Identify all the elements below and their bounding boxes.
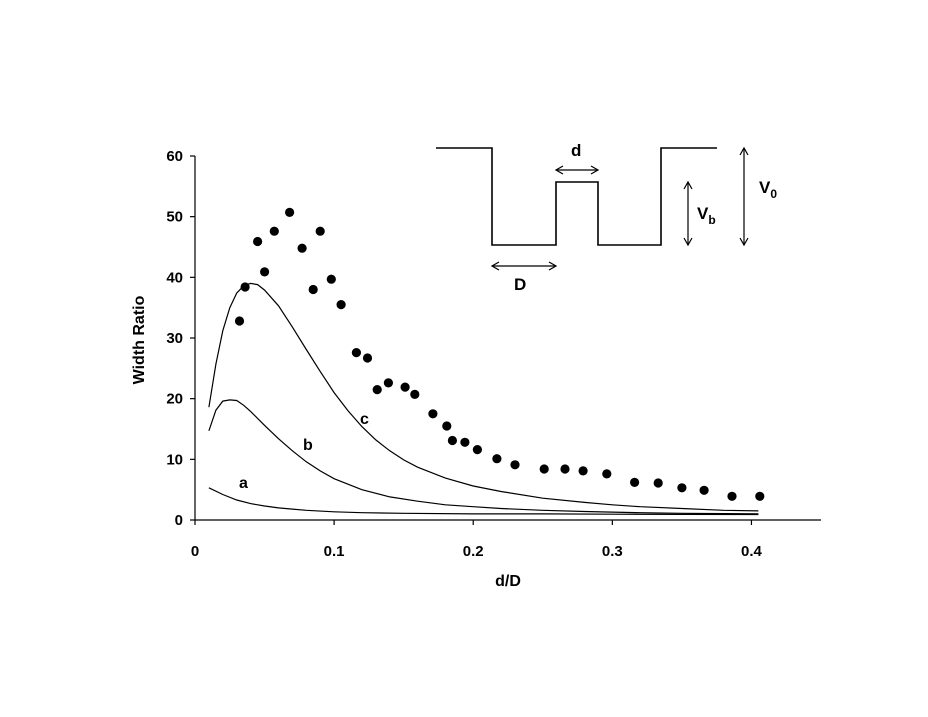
y-tick-label: 50 xyxy=(166,209,183,226)
x-tick-label: 0.1 xyxy=(324,543,345,560)
curve-a xyxy=(208,487,759,516)
potential-profile xyxy=(436,147,717,246)
curve-series xyxy=(208,282,759,516)
data-point xyxy=(428,409,438,419)
data-point xyxy=(602,469,612,479)
data-point xyxy=(410,389,420,399)
x-ticks: 0 0.1 0.2 0.3 0.4 xyxy=(191,520,763,560)
curve-b xyxy=(208,399,759,515)
data-point xyxy=(383,378,393,388)
data-point xyxy=(447,435,457,446)
data-point xyxy=(578,466,588,476)
x-tick-label: 0.3 xyxy=(602,543,623,560)
data-point xyxy=(372,385,382,395)
data-point xyxy=(351,348,361,358)
y-tick-label: 0 xyxy=(175,512,183,529)
data-point xyxy=(234,316,245,326)
data-point xyxy=(699,485,709,495)
data-point xyxy=(510,460,520,470)
data-point xyxy=(253,236,263,247)
y-tick-label: 60 xyxy=(166,148,183,165)
potential-well-inset: D d Vb V0 xyxy=(436,141,777,294)
y-tick-label: 30 xyxy=(166,330,183,347)
data-point xyxy=(269,226,279,236)
data-point xyxy=(492,454,502,464)
data-point xyxy=(755,491,765,501)
width-D-arrow xyxy=(490,261,558,271)
data-point xyxy=(400,382,410,392)
data-point xyxy=(260,267,270,277)
inset-label-Vb: Vb xyxy=(697,204,716,227)
data-point xyxy=(630,477,640,487)
barrier-height-arrow xyxy=(683,180,693,247)
curve-label-a: a xyxy=(239,475,248,492)
x-tick-label: 0.4 xyxy=(741,543,763,560)
data-point xyxy=(308,284,318,295)
data-point xyxy=(539,464,549,474)
data-point xyxy=(472,445,482,455)
curve-label-c: c xyxy=(360,411,369,428)
data-point xyxy=(727,491,737,501)
y-tick-label: 40 xyxy=(166,269,183,286)
plot-axes: 0 10 20 30 40 50 60 0 0.1 0.2 0.3 0.4 xyxy=(166,148,821,560)
y-ticks: 0 10 20 30 40 50 60 xyxy=(166,148,195,529)
y-axis-title: Width Ratio xyxy=(131,295,148,384)
scatter-points xyxy=(234,207,765,501)
data-point xyxy=(240,282,250,292)
data-point xyxy=(442,421,452,431)
data-point xyxy=(653,478,663,488)
inset-label-d: d xyxy=(571,141,581,160)
x-axis-title: d/D xyxy=(495,573,521,590)
data-point xyxy=(297,243,307,253)
curve-label-b: b xyxy=(303,437,313,454)
x-tick-label: 0 xyxy=(191,543,199,560)
y-tick-label: 20 xyxy=(166,391,183,408)
width-d-arrow xyxy=(554,165,600,175)
y-tick-label: 10 xyxy=(166,451,183,468)
data-point xyxy=(326,274,336,284)
data-point xyxy=(285,207,295,217)
data-point xyxy=(336,300,346,310)
data-point xyxy=(560,464,570,474)
inset-label-D: D xyxy=(514,275,526,294)
data-point xyxy=(362,353,373,363)
x-tick-label: 0.2 xyxy=(463,543,484,560)
data-point xyxy=(460,437,470,447)
data-point xyxy=(315,226,325,236)
curve-c xyxy=(208,282,759,512)
well-depth-arrow xyxy=(739,146,749,247)
data-point xyxy=(677,483,687,493)
inset-label-V0: V0 xyxy=(759,178,777,201)
